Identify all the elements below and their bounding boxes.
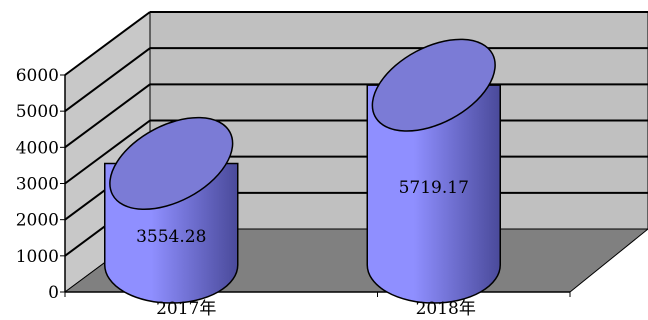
bar-top: [109, 116, 234, 211]
axes: 0 1000 2000 3000 4000 5000 6000: [16, 66, 571, 303]
data-label: 5719.17: [399, 178, 469, 198]
y-tick-label: 2000: [16, 211, 59, 231]
y-tick-label: 1000: [16, 247, 59, 267]
labels: 3554.28 2017年 5719.17 2018年: [136, 178, 476, 319]
y-tick-label: 6000: [16, 66, 59, 86]
y-tick-label: 0: [48, 283, 59, 303]
data-label: 3554.28: [136, 227, 206, 247]
y-tick-label: 5000: [16, 102, 59, 122]
y-tick-label: 4000: [16, 138, 59, 158]
category-label: 2017年: [156, 299, 216, 319]
side-gridline: [64, 119, 151, 185]
category-label: 2018年: [416, 299, 476, 319]
side-gridline: [64, 83, 151, 149]
bars: [104, 38, 501, 304]
bar-top: [371, 38, 496, 132]
side-gridline: [64, 47, 151, 112]
side-gridline: [64, 11, 151, 76]
bar: [366, 84, 501, 304]
y-tick-label: 3000: [16, 175, 59, 195]
